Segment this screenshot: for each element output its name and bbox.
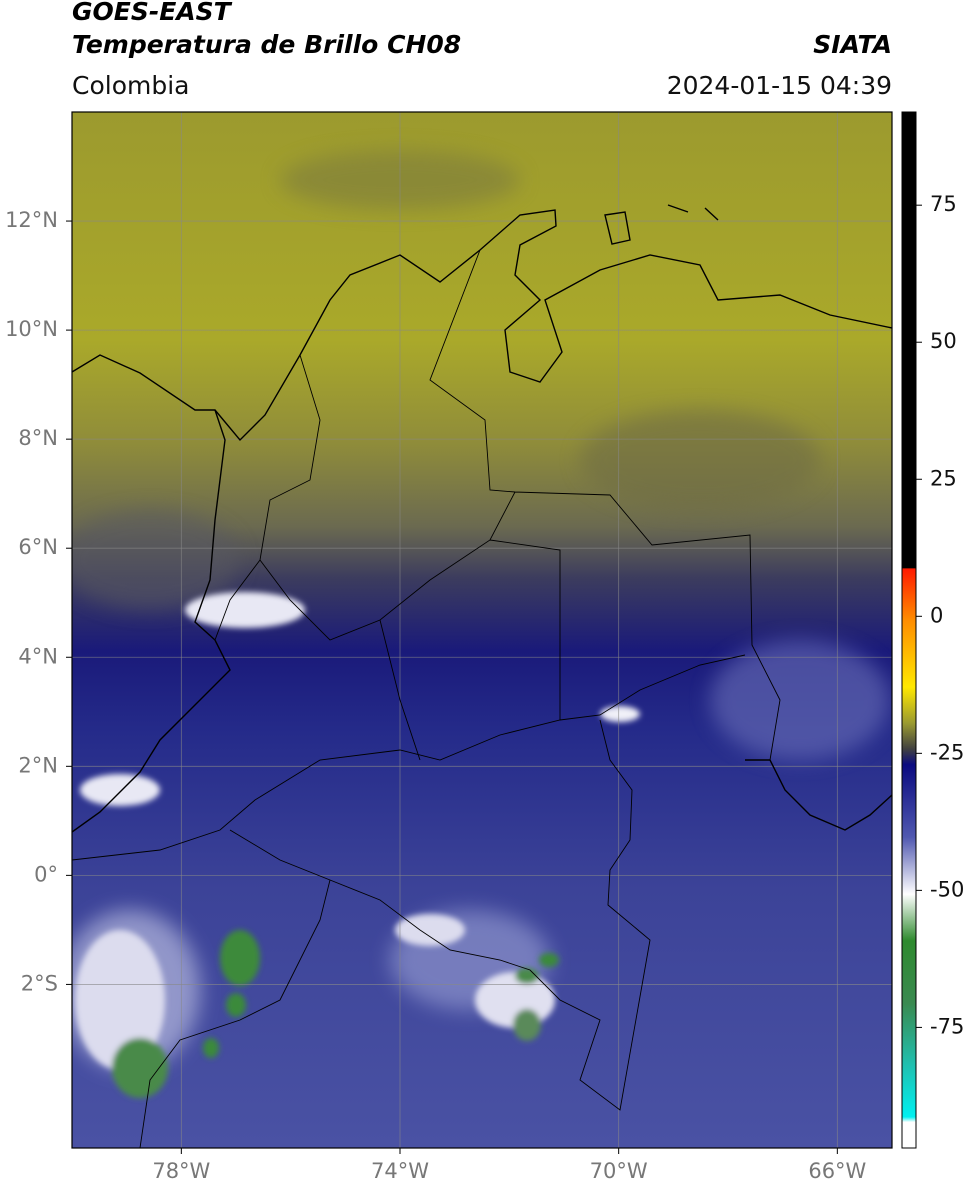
colorbar-tick-label: 25 [930,466,957,490]
lat-tick-label: 0° [34,862,58,886]
timestamp: 2024-01-15 04:39 [667,71,892,100]
colorbar-tick-label: 0 [930,603,943,627]
colorbar-tick-label: 75 [930,192,957,216]
map-frame [71,111,893,1149]
colorbar-tick-label: -75 [930,1014,964,1038]
cloud-cells [75,592,640,1098]
colorbar [901,111,917,1149]
grid [72,112,892,1148]
lat-tick-label: 12°N [5,208,58,232]
coastline [604,204,719,245]
colorbar-tick-label: -25 [930,740,964,764]
lon-tick-label: 66°W [808,1159,866,1183]
region: Colombia [72,71,189,100]
lat-tick-label: 6°N [18,535,58,559]
lat-tick-label: 8°N [18,426,58,450]
lat-tick-label: 2°S [21,971,58,995]
source: SIATA [813,30,892,59]
colorbar-tick-label: 50 [930,329,957,353]
subtitle: Temperatura de Brillo CH08 [72,30,461,59]
lat-tick-label: 4°N [18,644,58,668]
lat-tick-label: 10°N [5,317,58,341]
lon-tick-label: 78°W [152,1159,210,1183]
colorbar-tick-label: -50 [930,877,964,901]
lat-tick-label: 2°N [18,753,58,777]
border [72,249,781,1148]
lon-tick-label: 74°W [371,1159,429,1183]
labels: 78°W 74°W 70°W 66°W 12°N 10°N 8°N 6°N 4°N 2°N 0° 2°… [5,192,964,1183]
coastline [72,409,231,833]
coastline [72,209,892,442]
lon-tick-label: 70°W [590,1159,648,1183]
map-image [72,112,892,1148]
title: GOES-EAST [72,0,233,26]
